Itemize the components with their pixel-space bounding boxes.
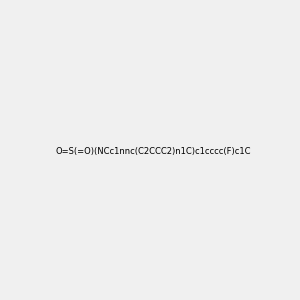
- Text: O=S(=O)(NCc1nnc(C2CCC2)n1C)c1cccc(F)c1C: O=S(=O)(NCc1nnc(C2CCC2)n1C)c1cccc(F)c1C: [56, 147, 251, 156]
